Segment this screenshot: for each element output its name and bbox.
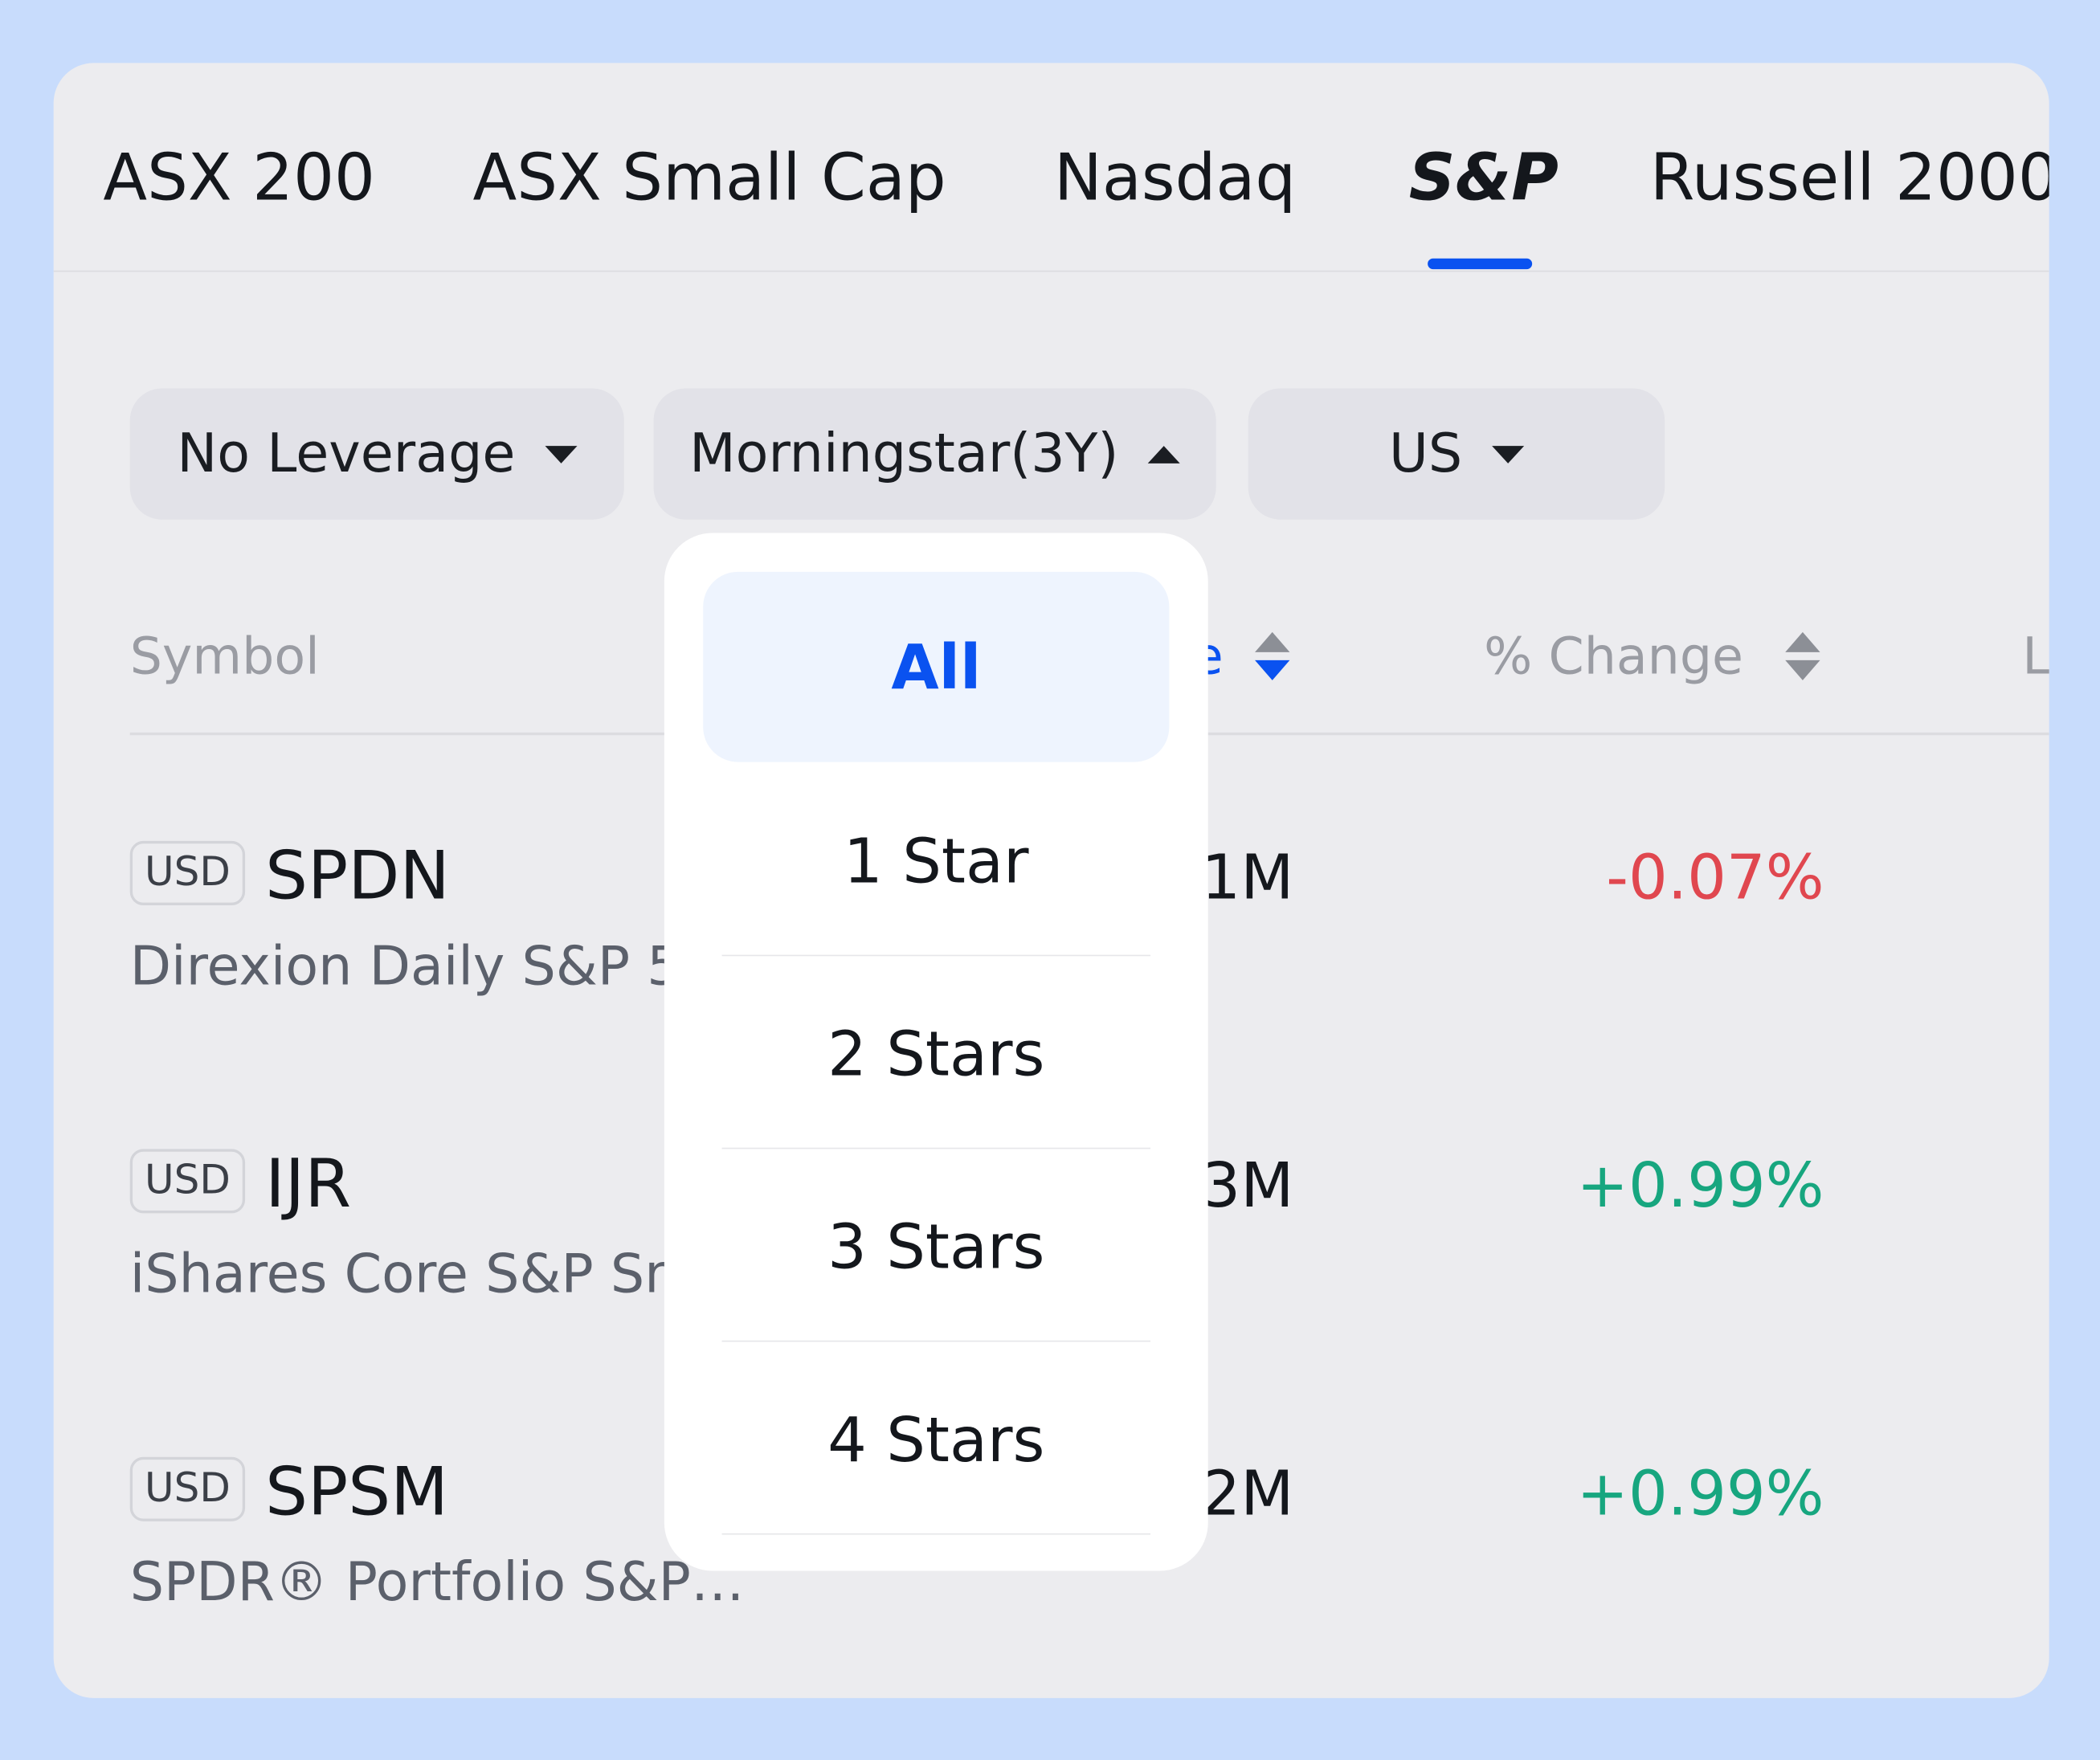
- caret-up-icon: [1148, 445, 1181, 463]
- option-divider: [721, 1533, 1151, 1535]
- morningstar-filter-label: Morningstar(3Y): [689, 423, 1119, 485]
- region-filter-label: US: [1389, 423, 1463, 485]
- sort-icon[interactable]: [1255, 631, 1290, 686]
- header-last[interactable]: L: [2022, 627, 2049, 686]
- ticker: IJR: [265, 1145, 352, 1223]
- percent-change: -0.07%: [1606, 840, 1824, 913]
- leverage-filter-label: No Leverage: [177, 423, 516, 485]
- header-change[interactable]: % Change: [1484, 627, 1744, 686]
- percent-change: +0.99%: [1576, 1149, 1824, 1222]
- currency-badge: USD: [129, 840, 246, 905]
- leverage-filter[interactable]: No Leverage: [129, 388, 624, 520]
- active-tab-indicator: [1428, 258, 1533, 270]
- morningstar-dropdown-menu: All 1 Star 2 Stars 3 Stars 4 Stars: [664, 533, 1208, 1571]
- tab-asx-small-cap[interactable]: ASX Small Cap: [472, 141, 946, 216]
- sort-icon[interactable]: [1785, 631, 1820, 686]
- option-2-stars[interactable]: 2 Stars: [827, 1017, 1045, 1091]
- option-divider: [721, 954, 1151, 957]
- caret-down-icon: [1491, 445, 1524, 463]
- option-1-star[interactable]: 1 Star: [844, 824, 1029, 897]
- ticker: SPSM: [265, 1452, 449, 1531]
- tabs-divider: [53, 270, 2049, 272]
- option-divider: [721, 1147, 1151, 1150]
- tab-sp[interactable]: S&P: [1408, 141, 1559, 216]
- tab-russell-2000[interactable]: Russell 2000: [1649, 141, 2049, 216]
- ticker: SPDN: [265, 836, 450, 915]
- volume: 3M: [1201, 1149, 1294, 1222]
- percent-change: +0.99%: [1576, 1456, 1824, 1529]
- morningstar-filter[interactable]: Morningstar(3Y): [653, 388, 1216, 520]
- option-3-stars[interactable]: 3 Stars: [827, 1211, 1045, 1284]
- fund-name: Direxion Daily S&P 5: [129, 936, 681, 998]
- header-symbol: Symbol: [129, 627, 320, 686]
- tab-asx-200[interactable]: ASX 200: [103, 141, 375, 216]
- currency-badge: USD: [129, 1149, 246, 1214]
- tab-nasdaq[interactable]: Nasdaq: [1053, 141, 1297, 216]
- volume: 1M: [1201, 840, 1294, 913]
- option-divider: [721, 1340, 1151, 1342]
- fund-name: SPDR® Portfolio S&P…: [129, 1552, 745, 1614]
- fund-name: iShares Core S&P Sm: [129, 1243, 697, 1306]
- region-filter[interactable]: US: [1248, 388, 1665, 520]
- currency-badge: USD: [129, 1456, 246, 1521]
- volume: 2M: [1201, 1456, 1294, 1529]
- caret-down-icon: [545, 445, 578, 463]
- option-4-stars[interactable]: 4 Stars: [827, 1403, 1045, 1476]
- option-all[interactable]: All: [703, 571, 1170, 762]
